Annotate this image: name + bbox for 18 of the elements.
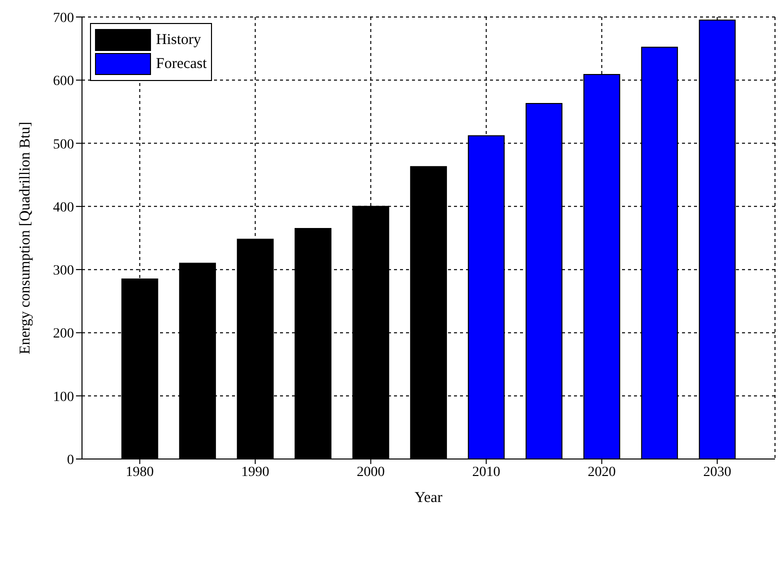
- x-tick-label: 1980: [126, 464, 154, 480]
- y-tick-label: 200: [53, 326, 74, 342]
- x-tick-label: 2030: [703, 464, 732, 480]
- y-tick-label: 700: [53, 10, 74, 26]
- y-tick-label: 300: [53, 264, 74, 279]
- y-tick-label: 600: [53, 74, 74, 90]
- y-tick-label: 400: [53, 200, 74, 216]
- x-tick-label: 1990: [241, 464, 270, 480]
- y-axis-title: Energy consumption [Quadrillion Btu]: [17, 122, 34, 354]
- x-tick-label: 2010: [472, 464, 500, 480]
- x-tick-label: 2020: [588, 464, 616, 480]
- legend-label: History: [156, 32, 201, 48]
- x-tick-label: 2000: [356, 464, 385, 480]
- y-tick-label: 100: [53, 390, 74, 405]
- x-axis-title: Year: [414, 490, 442, 506]
- y-tick-label: 0: [67, 452, 74, 468]
- y-tick-label: 500: [53, 137, 74, 152]
- legend-label: Forecast: [156, 56, 207, 72]
